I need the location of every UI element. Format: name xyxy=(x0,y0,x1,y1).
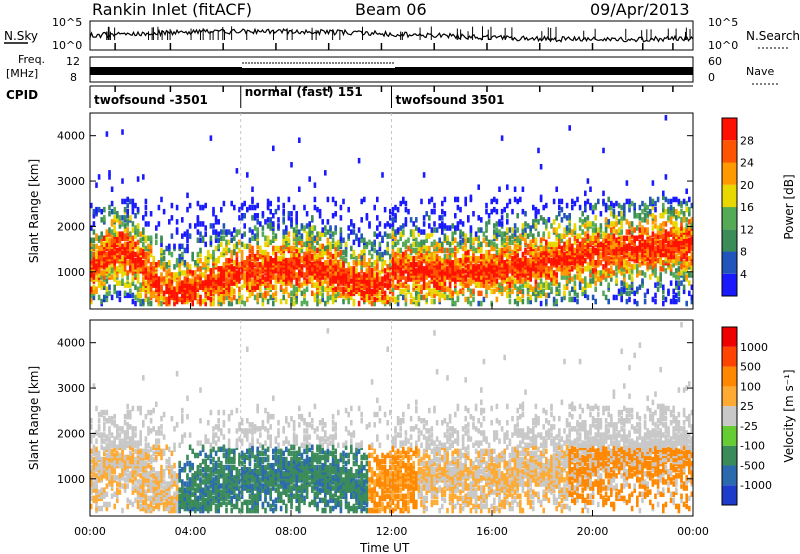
beam-title: Beam 06 xyxy=(355,0,427,19)
ytick-power-1: 2000 xyxy=(57,220,85,233)
noise-right-label: N.Search xyxy=(746,29,800,43)
cbar-tick-1-2: 100 xyxy=(740,380,761,393)
ylabel-power: Slant Range [km] xyxy=(27,159,41,263)
ytick-power-2: 3000 xyxy=(57,175,85,188)
cbar-tick-1-1: 500 xyxy=(740,361,761,374)
cpid-mode-1: normal (fast) 151 xyxy=(245,85,363,99)
date-title: 09/Apr/2013 xyxy=(590,0,690,19)
xtick-0: 00:00 xyxy=(74,525,106,538)
cbar-tick-1-7: -1000 xyxy=(740,479,772,492)
ytick-velocity-2: 3000 xyxy=(57,382,85,395)
ytick-velocity-0: 1000 xyxy=(57,473,85,486)
ytick-velocity-1: 2000 xyxy=(57,427,85,440)
freq-tick-bottom: 8 xyxy=(70,71,77,84)
cpid-label: CPID xyxy=(6,88,38,102)
station-title: Rankin Inlet (fitACF) xyxy=(92,0,252,19)
cbar-tick-1-4: -25 xyxy=(740,420,758,433)
xtick-3: 12:00 xyxy=(376,525,408,538)
cbar-tick-1-5: -100 xyxy=(740,440,765,453)
freq-label: Freq. xyxy=(18,53,45,66)
cpid-mode-2: twofsound 3501 xyxy=(396,93,505,107)
noise-left-tick-top: 10^5 xyxy=(52,16,82,29)
cbar-tick-0-3: 16 xyxy=(740,201,754,214)
noise-trace xyxy=(89,26,694,50)
cbar-label-0: Power [dB] xyxy=(782,174,796,239)
ytick-velocity-3: 4000 xyxy=(57,337,85,350)
freq-unit: [MHz] xyxy=(6,67,38,80)
xtick-4: 16:00 xyxy=(476,525,508,538)
cpid-mode-0: twofsound -3501 xyxy=(94,93,208,107)
nave-tick-top: 60 xyxy=(708,55,722,68)
noise-right-tick-bottom: 10^0 xyxy=(708,39,738,52)
power-colorbar: 4 8 12 16 20 24 28 Power [dB] xyxy=(721,117,796,297)
velocity-panel: 1000 2000 3000 4000 Slant Range [km] xyxy=(27,319,694,517)
xtick-6: 00:00 xyxy=(677,525,709,538)
cbar-tick-1-0: 1000 xyxy=(740,341,768,354)
xtick-5: 20:00 xyxy=(577,525,609,538)
freq-tick-top: 12 xyxy=(66,55,80,68)
cbar-tick-0-4: 20 xyxy=(740,179,754,192)
noise-left-label: N.Sky xyxy=(4,29,38,43)
cbar-tick-0-5: 24 xyxy=(740,157,754,170)
cbar-label-1: Velocity [m s⁻¹] xyxy=(782,369,796,462)
noise-right-tick-top: 10^5 xyxy=(708,16,738,29)
power-panel: 1000 2000 3000 4000 Slant Range [km] xyxy=(27,112,694,310)
cbar-tick-0-0: 4 xyxy=(740,268,747,281)
cbar-tick-1-6: -500 xyxy=(740,459,765,472)
ytick-power-0: 1000 xyxy=(57,266,85,279)
ylabel-velocity: Slant Range [km] xyxy=(27,366,41,470)
cbar-tick-0-1: 8 xyxy=(740,246,747,259)
time-axis: 00:00 04:00 08:00 12:00 16:00 20:00 00:00 xyxy=(74,303,709,538)
velocity-colorbar: 1000 500 100 25 -25 -100 -500 -1000 Velocity [m … xyxy=(721,326,796,506)
cpid-panel: CPID twofsound -3501 normal (fast) 151 two… xyxy=(6,85,693,108)
cbar-tick-1-3: 25 xyxy=(740,400,754,413)
xtick-1: 04:00 xyxy=(175,525,207,538)
ytick-power-3: 4000 xyxy=(57,130,85,143)
freq-panel: Freq. [MHz] 12 8 60 0 Nave xyxy=(6,53,778,85)
noise-left-tick-bottom: 10^0 xyxy=(52,39,82,52)
x-axis-label: Time UT xyxy=(359,541,410,554)
cbar-tick-0-6: 28 xyxy=(740,134,754,147)
nave-label: Nave xyxy=(746,65,774,78)
noise-panel: N.Sky 10^5 10^0 10^5 10^0 N.Search xyxy=(4,16,800,52)
nave-tick-bottom: 0 xyxy=(708,71,715,84)
cbar-tick-0-2: 12 xyxy=(740,223,754,236)
xtick-2: 08:00 xyxy=(275,525,307,538)
